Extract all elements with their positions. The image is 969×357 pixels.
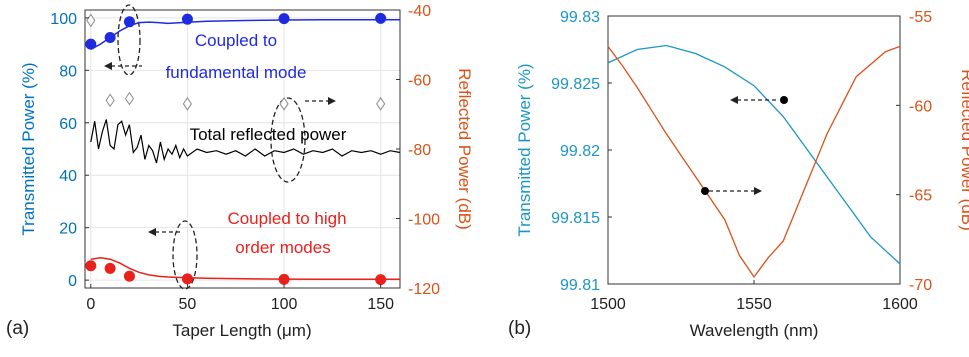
data-point <box>85 38 97 50</box>
arrow-reflected-head <box>754 187 762 195</box>
fundamental-curve <box>90 18 400 50</box>
y-right-tick-label: -100 <box>408 212 440 229</box>
x-tick-label: 100 <box>271 296 298 313</box>
y-left-tick-label: 99.815 <box>551 210 600 227</box>
panel-b-x-ticks: 1500 1550 1600 <box>590 280 918 313</box>
arrow-fundamental-head <box>104 62 112 70</box>
y-right-tick-label: -120 <box>408 281 440 298</box>
panel-a-grid <box>85 10 400 288</box>
panel-a-series <box>85 12 401 286</box>
y-left-tick-label: 60 <box>59 116 77 133</box>
fundamental-markers <box>85 12 387 50</box>
arrow-transmitted-head <box>730 96 738 104</box>
panel-b-x-label: Wavelength (nm) <box>690 321 819 340</box>
data-point <box>85 260 97 272</box>
x-tick-label: 50 <box>179 296 197 313</box>
panel-b-arrows <box>701 96 788 195</box>
data-point <box>375 12 387 24</box>
y-right-tick-label: -55 <box>909 9 932 26</box>
y-right-tick-label: -60 <box>909 98 932 115</box>
panel-a-right-ticks: -120 -100 -80 -60 -40 <box>396 3 440 298</box>
anno-fundamental-mode: fundamental mode <box>166 63 307 82</box>
panel-a-left-ticks: 0 20 40 60 80 100 <box>50 11 89 290</box>
data-point <box>123 270 135 282</box>
y-left-tick-label: 100 <box>50 11 77 28</box>
panel-b-frame <box>607 15 901 285</box>
y-right-tick-label: -65 <box>909 188 932 205</box>
panel-a-x-label: Taper Length (μm) <box>172 321 311 340</box>
y-left-tick-label: 99.82 <box>560 143 600 160</box>
ellipse-total <box>270 97 306 183</box>
panel-a-x-ticks: 0 50 100 150 <box>86 284 394 313</box>
anno-coupled-to-high: Coupled to high <box>227 209 346 228</box>
y-left-tick-label: 0 <box>68 273 77 290</box>
panel-b-right-y-label: Reflected Power (dB) <box>958 69 969 231</box>
ellipse-high-order <box>172 220 198 290</box>
high-order-curve <box>90 257 400 281</box>
panel-a-label: (a) <box>6 318 29 339</box>
y-left-tick-label: 99.81 <box>560 277 600 294</box>
y-left-tick-label: 99.83 <box>560 9 600 26</box>
panel-b-right-ticks: -70 -65 -60 -55 <box>896 9 932 294</box>
x-tick-label: 1500 <box>590 296 626 313</box>
panel-a-annotations: Coupled to fundamental mode Total reflec… <box>166 31 347 257</box>
y-right-tick-label: -60 <box>408 73 431 90</box>
panel-b-label: (b) <box>508 318 531 339</box>
anno-coupled-to: Coupled to <box>195 31 277 50</box>
data-point <box>278 13 290 25</box>
x-tick-label: 1550 <box>736 296 772 313</box>
panel-a-arrows <box>104 62 336 236</box>
panel-b-series <box>607 44 901 279</box>
transmitted-curve <box>607 44 901 265</box>
diamond-markers <box>86 13 386 111</box>
diamond-point <box>376 96 386 111</box>
y-right-tick-label: -40 <box>408 3 431 20</box>
anno-order-modes: order modes <box>235 238 330 257</box>
diamond-point <box>124 91 135 106</box>
diamond-point <box>182 96 193 111</box>
y-left-tick-label: 20 <box>59 221 77 238</box>
panel-a-left-y-label: Transmitted Power (%) <box>19 62 38 235</box>
x-tick-label: 0 <box>86 296 95 313</box>
data-point <box>104 262 116 274</box>
reflected-curve <box>607 45 901 279</box>
y-right-tick-label: -70 <box>909 277 932 294</box>
panel-b-left-ticks: 99.81 99.815 99.82 99.825 99.83 <box>551 9 612 294</box>
y-right-tick-label: -80 <box>408 142 431 159</box>
marker-transmitted <box>780 96 788 104</box>
panel-a-right-y-label: Reflected Power (dB) <box>455 68 474 230</box>
arrow-high-order-head <box>148 228 156 236</box>
panel-b: 1500 1550 1600 99.81 99.815 99.82 99.825 99.83… <box>508 9 969 340</box>
panel-a-ellipses <box>117 4 306 290</box>
diamond-point <box>279 96 289 111</box>
marker-reflected <box>701 187 709 195</box>
anno-total-reflected: Total reflected power <box>190 125 347 144</box>
ellipse-fundamental <box>117 4 141 76</box>
y-left-tick-label: 80 <box>59 63 77 80</box>
high-order-markers <box>85 260 387 286</box>
diamond-point <box>86 13 96 28</box>
y-left-tick-label: 40 <box>59 168 77 185</box>
panel-b-left-y-label: Transmitted Power (%) <box>515 63 534 236</box>
x-tick-label: 1600 <box>882 296 918 313</box>
arrow-total-head <box>328 97 336 105</box>
x-tick-label: 150 <box>367 296 394 313</box>
total-reflected-curve <box>90 119 401 164</box>
data-point <box>181 273 193 285</box>
panel-a: Coupled to fundamental mode Total reflec… <box>6 3 474 340</box>
diamond-point <box>105 93 115 108</box>
y-left-tick-label: 99.825 <box>551 76 600 93</box>
